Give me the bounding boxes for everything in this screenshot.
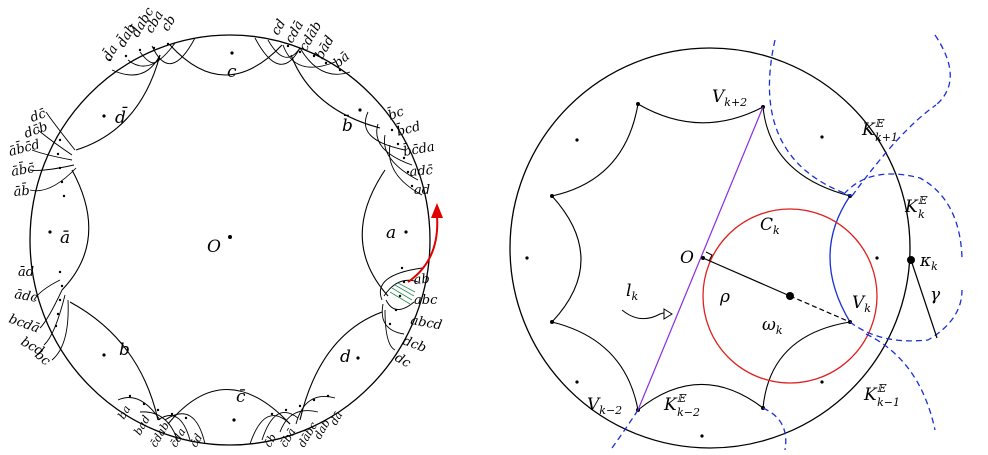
word-top-5: cd	[268, 17, 289, 38]
word-top-4: cb	[158, 13, 179, 34]
label-K-k: K𝔼 k	[904, 194, 928, 221]
label-K-k-plus-1: K𝔼 k+1	[861, 117, 898, 144]
circle-Ck	[702, 208, 878, 384]
word-ur-0: b̄c	[386, 102, 407, 123]
label-cbar: c̄	[236, 387, 246, 407]
cluster-dots-left	[54, 42, 414, 420]
region-dots-right	[525, 135, 879, 438]
word-bot-3: c̄da	[167, 426, 188, 450]
label-omega: ωk	[762, 315, 783, 337]
label-rho: ρ	[719, 287, 730, 307]
O-dot	[701, 256, 705, 260]
word-bot-9: dā	[327, 409, 345, 427]
dashed-circles	[611, 34, 963, 451]
word-ul-2: āb̄c̄d	[7, 135, 42, 159]
fundamental-domain-left	[61, 44, 389, 425]
word-ll-1: ādc	[13, 287, 39, 306]
label-c: c	[227, 62, 237, 82]
word-ur-4: ad	[414, 183, 430, 198]
label-a: a	[386, 223, 396, 243]
kappa-dot	[907, 256, 915, 264]
word-bot-5: c̄b	[261, 432, 279, 450]
word-lr-2: abcd	[409, 313, 443, 333]
gamma-line	[910, 259, 938, 339]
left-figure: O c d̄ b̄ ā a b d c̄ d̄a d̄	[7, 4, 443, 450]
word-ur-1: b̄cd	[395, 117, 422, 139]
vertex-fans-left	[29, 37, 423, 445]
word-top-9: bā	[331, 49, 353, 71]
highlighted-region	[389, 282, 416, 305]
omega-dot	[786, 292, 794, 300]
label-dbar: d̄	[115, 105, 128, 128]
star-polygon	[551, 103, 851, 411]
red-arrow	[407, 203, 443, 283]
word-ul-4: āb̄	[13, 182, 30, 200]
word-ul-3: āb̄c̄	[10, 159, 37, 180]
label-gamma: γ	[930, 285, 941, 305]
dashed-omega-Vk	[789, 295, 851, 323]
right-angle-marker	[705, 251, 713, 262]
outer-circle-left	[29, 34, 431, 446]
label-Vk2: Vk+2	[712, 87, 747, 109]
word-ll-2: bcdā	[7, 312, 42, 337]
word-bot-1: bad	[131, 413, 153, 437]
word-lr-0: ab	[413, 272, 430, 288]
label-O-right: O	[680, 248, 694, 268]
word-lr-4: dc	[392, 350, 414, 371]
word-bot-4: c̄d	[187, 432, 205, 450]
word-bot-0: ba	[115, 403, 133, 421]
label-lk: lk	[626, 281, 638, 303]
word-ul-0: dc̄	[28, 106, 48, 126]
label-Ck: Ck	[760, 215, 780, 237]
center-dot-left	[228, 235, 232, 239]
word-bot-6: c̄bā	[277, 426, 298, 450]
label-K-k-minus-1: K𝔼 k−1	[863, 382, 900, 409]
radius-rho	[702, 257, 791, 297]
word-ur-2: b̄c̄da	[402, 138, 436, 160]
label-Vk: Vk	[852, 293, 871, 315]
label-kappa: κk	[919, 251, 938, 273]
line-lk	[637, 106, 764, 411]
lk-pointer-head	[663, 308, 673, 320]
word-lr-1: abc	[414, 293, 438, 308]
label-d: d	[340, 347, 351, 367]
word-ll-0: ād	[18, 265, 34, 280]
center-label-left: O	[207, 237, 221, 257]
label-b: b	[119, 340, 130, 360]
label-Vkm2: Vk−2	[587, 395, 622, 417]
word-ur-3: adc̄	[409, 163, 434, 180]
label-abar: ā	[60, 228, 70, 248]
label-K-k-minus-2: K𝔼 k−2	[663, 392, 700, 419]
right-figure: O ρ ωk Ck lk Vk Vk+2 Vk−2 κk γ K𝔼 k+1 K𝔼 k…	[509, 34, 963, 451]
lk-pointer	[621, 309, 669, 320]
label-bbar: b̄	[342, 113, 353, 136]
outer-circle-right	[509, 47, 911, 449]
arc-Vk	[829, 195, 851, 323]
